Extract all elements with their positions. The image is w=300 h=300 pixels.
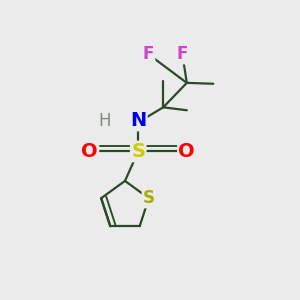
Text: S: S xyxy=(143,189,155,207)
Text: N: N xyxy=(130,111,146,130)
Text: H: H xyxy=(98,112,111,130)
Text: F: F xyxy=(143,45,154,63)
Text: S: S xyxy=(131,142,145,161)
Text: O: O xyxy=(178,142,195,161)
Text: O: O xyxy=(81,142,98,161)
Text: F: F xyxy=(177,45,188,63)
